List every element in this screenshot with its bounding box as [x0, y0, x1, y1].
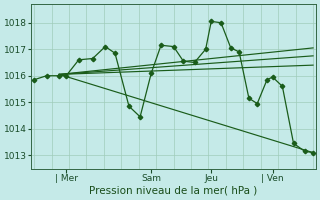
X-axis label: Pression niveau de la mer( hPa ): Pression niveau de la mer( hPa )	[90, 186, 258, 196]
